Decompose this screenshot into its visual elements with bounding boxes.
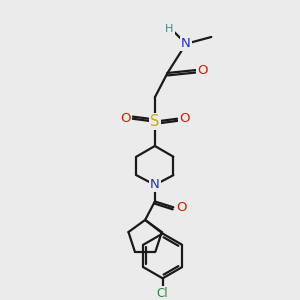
Text: O: O (176, 201, 186, 214)
Text: O: O (120, 112, 131, 125)
Text: O: O (179, 112, 189, 125)
Text: N: N (150, 178, 160, 191)
Text: O: O (197, 64, 208, 76)
Text: H: H (165, 24, 174, 34)
Text: N: N (181, 37, 191, 50)
Text: Cl: Cl (157, 287, 169, 300)
Text: S: S (150, 114, 160, 129)
